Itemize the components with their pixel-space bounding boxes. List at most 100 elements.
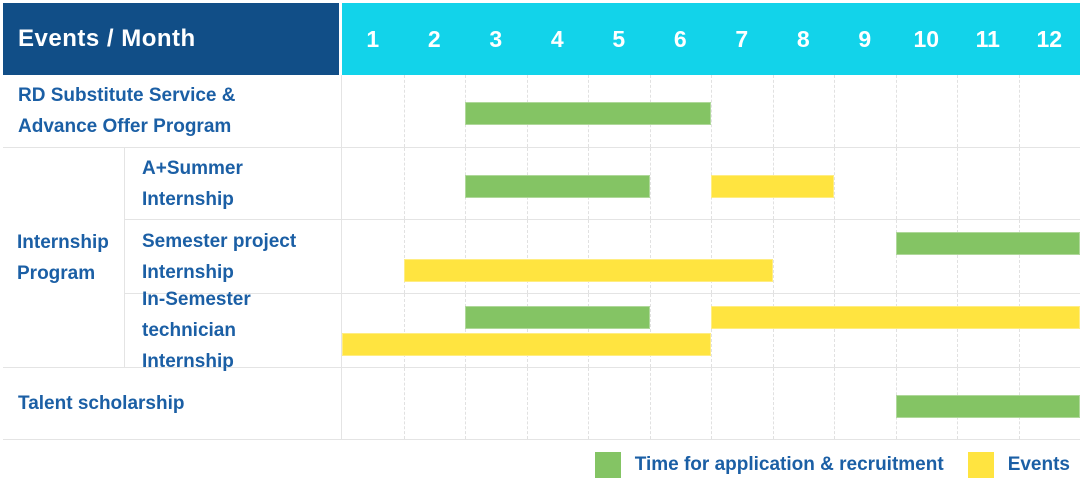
month-gridline [588,368,589,439]
row-label-line: Advance Offer Program [18,116,232,137]
internship-program-subrows: A+Summer Internship Semester project Int… [125,148,1080,372]
table-row: Talent scholarship [3,368,1080,440]
month-gridline [526,294,528,367]
month-gridline [957,220,958,293]
events-bar [711,174,834,198]
month-gridline [895,294,897,367]
events-month-header-cell: Events / Month [3,3,339,75]
month-gridline [526,220,528,293]
month-gridline [649,220,651,293]
row-label-line: Internship [142,188,234,210]
month-header-1: 1 [366,25,380,52]
table-row: In-Semester technician Internship [125,289,1080,372]
month-gridline [465,220,466,293]
month-header-3: 3 [489,25,503,52]
group-label-internship-program: Internship Program [3,148,125,368]
month-gridline [465,368,466,439]
month-gridline [772,294,774,367]
row-label-line: technician Internship [142,320,236,372]
month-header-12: 12 [1036,25,1063,52]
month-gridline [711,368,712,439]
recruitment-bar [465,305,650,329]
month-gridline [588,220,589,293]
month-gridline [957,75,958,147]
legend-events-label: Events [1007,454,1070,475]
month-gridline [588,294,589,367]
month-header-7: 7 [735,25,749,52]
timeline-row-talent-scholarship [342,368,1080,439]
recruitment-bar [465,102,711,125]
month-gridline [403,294,405,367]
month-gridline [834,294,835,367]
month-gridline [403,148,405,219]
month-gridline [834,220,835,293]
row-label-in-semester-technician-internship: In-Semester technician Internship [125,289,342,372]
legend: Time for application & recruitment Event… [594,452,1070,478]
timeline-row-rd-substitute [342,75,1080,147]
row-label-line: In-Semester [142,289,251,310]
month-gridline [772,75,774,147]
events-month-header-label: Events / Month [18,25,196,52]
month-header-2: 2 [427,25,441,52]
events-month-table: Events / Month 1 2 3 4 5 6 7 8 9 10 11 1… [3,3,1080,440]
month-header-9: 9 [858,25,872,52]
month-gridline [711,75,712,147]
events-bar [403,258,773,282]
row-label-line: RD Substitute Service & [18,85,236,106]
month-gridline [649,294,651,367]
month-gridline [895,75,897,147]
legend-item-events: Events [967,452,1070,478]
table-header-row: Events / Month 1 2 3 4 5 6 7 8 9 10 11 1… [3,3,1080,75]
month-gridline [957,148,958,219]
month-gridline [465,294,466,367]
recruitment-bar [895,231,1080,255]
legend-item-recruitment: Time for application & recruitment [594,452,944,478]
month-gridline [1018,220,1020,293]
month-header-6: 6 [673,25,687,52]
month-header-10: 10 [913,25,940,52]
table-row: Semester project Internship [125,220,1080,294]
month-header-5: 5 [612,25,626,52]
internship-program-group: Internship Program A+Summer Internship S… [3,148,1080,372]
timeline-row-in-semester-technician-internship [342,294,1080,367]
month-gridline [1018,294,1020,367]
month-gridline [403,75,405,147]
month-gridline [834,75,835,147]
row-label-line: A+Summer [142,157,243,179]
table-row: A+Summer Internship [125,148,1080,220]
group-label-line: Internship [17,231,109,253]
row-label-talent-scholarship: Talent scholarship [3,368,342,439]
table-row: RD Substitute Service & Advance Offer Pr… [3,75,1080,148]
events-swatch-icon [967,452,994,478]
month-gridline [403,368,405,439]
month-gridline [649,368,651,439]
recruitment-swatch-icon [594,452,621,478]
events-bar [342,332,711,356]
month-header-8: 8 [796,25,810,52]
month-gridline [895,148,897,219]
month-header-11: 11 [975,25,1000,52]
month-gridline [526,368,528,439]
month-header-4: 4 [550,25,564,52]
month-gridline [895,220,897,293]
timeline-row-a-summer-internship [342,148,1080,219]
row-label-semester-project-internship: Semester project Internship [125,220,342,293]
events-bar [711,305,1080,329]
row-label-a-summer-internship: A+Summer Internship [125,148,342,219]
row-label-rd-substitute: RD Substitute Service & Advance Offer Pr… [3,75,342,147]
recruitment-bar [895,394,1080,418]
timeline-row-semester-project-internship [342,220,1080,293]
months-header: 1 2 3 4 5 6 7 8 9 10 11 12 [342,3,1080,75]
month-gridline [957,294,958,367]
recruitment-bar [465,174,650,198]
header-divider [339,3,342,75]
legend-recruitment-label: Time for application & recruitment [634,454,944,475]
row-label-line: Talent scholarship [18,393,185,414]
month-gridline [772,220,774,293]
row-label-line: Internship [142,261,234,283]
month-gridline [834,368,835,439]
row-label-line: Semester project [142,230,297,252]
group-label-line: Program [17,262,96,284]
month-gridline [711,294,712,367]
